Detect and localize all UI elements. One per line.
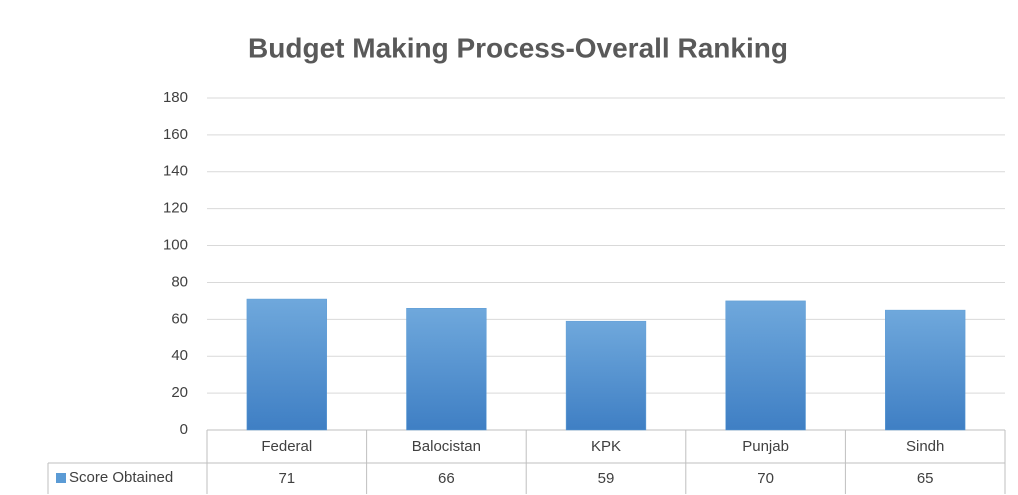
y-tick-label: 140 [163, 163, 188, 180]
x-tick-label: Sindh [906, 438, 944, 455]
y-tick-label: 100 [163, 237, 188, 254]
table-value: 70 [757, 470, 774, 487]
bar [725, 300, 806, 431]
bar [885, 309, 966, 431]
y-tick-label: 80 [171, 273, 188, 290]
y-tick-label: 160 [163, 126, 188, 143]
x-tick-label: Federal [261, 438, 312, 455]
y-tick-label: 180 [163, 89, 188, 106]
x-tick-label: Balocistan [412, 438, 481, 455]
table-value: 59 [598, 470, 615, 487]
y-tick-label: 0 [180, 421, 188, 438]
table-value: 71 [278, 470, 295, 487]
legend-label: Score Obtained [69, 469, 173, 486]
table-value: 65 [917, 470, 934, 487]
legend-key [56, 473, 66, 483]
bar [565, 320, 647, 431]
x-tick-label: Punjab [742, 438, 789, 455]
y-tick-label: 40 [171, 347, 188, 364]
bar [406, 308, 487, 431]
y-tick-label: 120 [163, 200, 188, 217]
table-value: 66 [438, 470, 455, 487]
y-tick-label: 20 [171, 384, 188, 401]
chart-title: Budget Making Process-Overall Ranking [248, 32, 788, 63]
bar [246, 298, 327, 431]
x-tick-label: KPK [591, 438, 621, 455]
y-tick-label: 60 [171, 310, 188, 327]
